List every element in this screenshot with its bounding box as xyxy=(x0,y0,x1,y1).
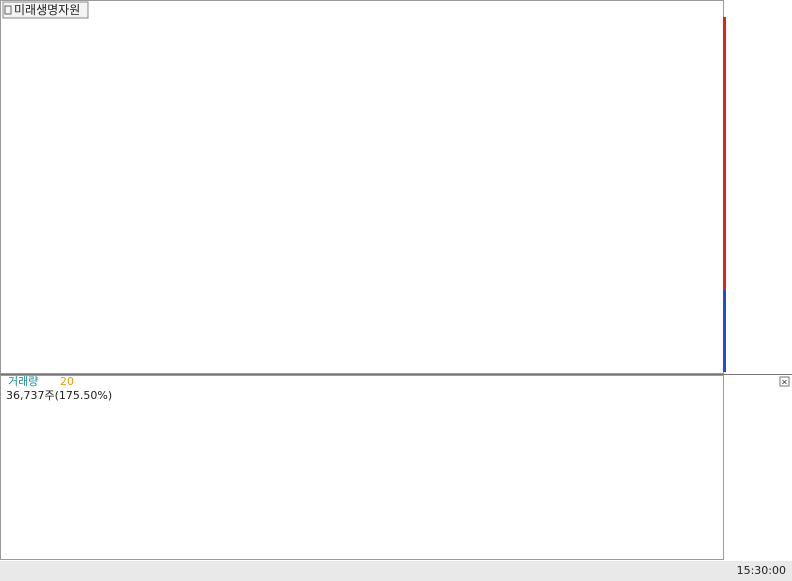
title-box xyxy=(2,1,89,19)
range-bar-down xyxy=(723,290,726,372)
volume-pane-border xyxy=(0,375,724,560)
volume-legend-text: 36,737주(175.50%) xyxy=(6,389,112,402)
time-axis-strip xyxy=(0,561,792,581)
volume-legend-name: 거래량 xyxy=(8,375,38,388)
close-pane-button[interactable] xyxy=(779,376,790,387)
time-label: 15:30:00 xyxy=(737,564,786,577)
chart-title: 미래생명자원 xyxy=(14,3,80,17)
title-icon xyxy=(4,5,12,15)
close-icon: × xyxy=(781,378,788,387)
range-bar-up xyxy=(723,17,726,290)
ma-legend-name: 20 xyxy=(60,375,74,388)
